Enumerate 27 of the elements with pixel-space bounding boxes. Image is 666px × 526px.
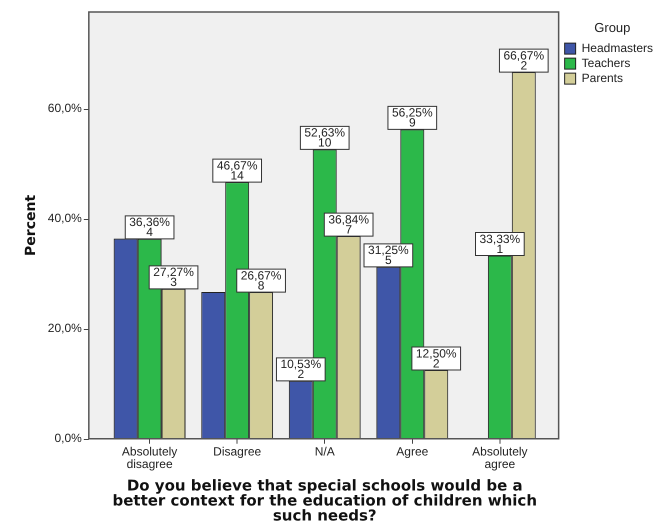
y-tick-label: 0,0% [54,431,82,446]
legend-title: Group [594,20,630,36]
x-tick-label: N/A [314,444,335,458]
x-tick-label: Absolutely disagree [122,444,178,472]
data-label: 12,50% 2 [416,346,457,370]
x-tick-label: Agree [396,444,429,458]
data-label: 56,25% 9 [392,106,433,130]
x-axis-title: Do you believe that special schools would be a better context for the education of children which such needs? [112,476,537,524]
data-label: 66,67% 2 [503,48,544,72]
y-tick-label: 40,0% [48,211,82,226]
data-label: 31,25% 5 [368,243,410,268]
y-axis-title: Percent [23,194,40,256]
y-tick-label: 60,0% [48,101,82,116]
data-label: 27,27% 3 [153,265,194,290]
data-label: 52,63% 10 [304,126,346,150]
data-label: 36,36% 4 [129,215,170,240]
x-tick-label: Disagree [213,444,262,458]
data-label: 46,67% 14 [216,158,258,182]
legend-label: Teachers [582,56,630,70]
data-label: 10,53% 2 [280,357,322,382]
data-label: 36,84% 7 [328,212,370,236]
data-label: 26,67% 8 [240,268,282,292]
data-label: 33,33% 1 [480,232,521,256]
legend-label: Headmasters [582,40,654,55]
x-tick-label: Absolutely agree [472,444,528,472]
y-tick-label: 20,0% [48,321,82,336]
legend-label: Parents [582,70,623,85]
